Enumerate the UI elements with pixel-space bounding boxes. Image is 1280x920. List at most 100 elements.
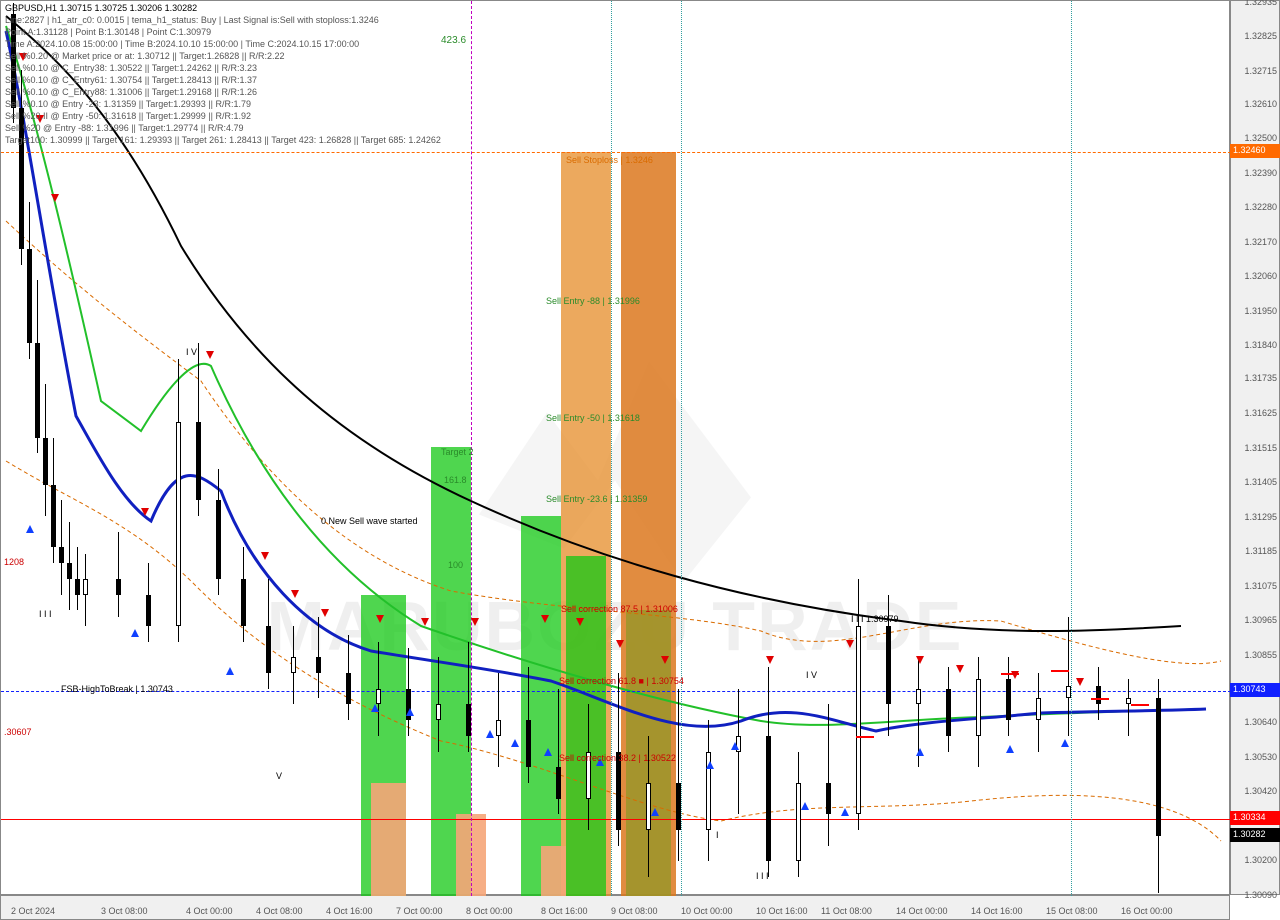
side-price-label: .30607 [4, 727, 32, 737]
y-tick: 1.30965 [1244, 615, 1277, 625]
y-tick: 1.30420 [1244, 786, 1277, 796]
y-tick: 1.31840 [1244, 340, 1277, 350]
h-level [1, 691, 1231, 692]
arrow-down-icon [471, 618, 479, 626]
candle-body [916, 689, 921, 705]
arrow-up-icon [26, 525, 34, 533]
info-line-1: Point A:1.31128 | Point B:1.30148 | Poin… [5, 27, 211, 37]
candle-body [83, 579, 88, 595]
candle-body [1096, 686, 1101, 705]
info-line-8: Sell %20.II @ Entry -50: 1.31618 || Targ… [5, 111, 251, 121]
y-tick: 1.31295 [1244, 512, 1277, 522]
y-tick: 1.32610 [1244, 99, 1277, 109]
chart-label: FSB-HighToBreak | 1.30743 [61, 684, 173, 694]
candle-body [146, 595, 151, 626]
chart-label: I I I [756, 871, 769, 881]
candle-body [646, 783, 651, 830]
arrow-up-icon [916, 748, 924, 756]
watermark-logo [435, 276, 795, 619]
candle-body [346, 673, 351, 704]
candle-body [1156, 698, 1161, 836]
price-tag: 1.30743 [1230, 683, 1280, 697]
y-tick: 1.31625 [1244, 408, 1277, 418]
red-mark [1131, 704, 1149, 706]
candle-body [496, 720, 501, 736]
arrow-down-icon [206, 351, 214, 359]
x-tick: 7 Oct 00:00 [396, 906, 443, 916]
x-axis: 2 Oct 20243 Oct 08:004 Oct 00:004 Oct 08… [0, 895, 1230, 920]
y-tick: 1.31515 [1244, 443, 1277, 453]
v-line [681, 1, 682, 896]
red-mark [856, 736, 874, 738]
arrow-down-icon [661, 656, 669, 664]
candle-body [43, 438, 48, 485]
x-tick: 11 Oct 08:00 [821, 906, 872, 916]
arrow-down-icon [376, 615, 384, 623]
arrow-up-icon [651, 808, 659, 816]
candle-wick [118, 532, 119, 617]
arrow-down-icon [51, 194, 59, 202]
x-tick: 10 Oct 16:00 [756, 906, 808, 916]
arrow-down-icon [291, 590, 299, 598]
zone-rect [371, 783, 406, 896]
arrow-down-icon [1011, 671, 1019, 679]
candle-wick [828, 704, 829, 845]
chart-label: I I I [39, 609, 52, 619]
y-tick: 1.30640 [1244, 717, 1277, 727]
candle-body [826, 783, 831, 814]
candle-body [27, 249, 32, 343]
chart-label: Target 2 [441, 447, 474, 457]
candle-body [976, 679, 981, 736]
y-tick: 1.31735 [1244, 373, 1277, 383]
arrow-up-icon [1061, 739, 1069, 747]
arrow-up-icon [406, 708, 414, 716]
candle-body [196, 422, 201, 501]
arrow-up-icon [511, 739, 519, 747]
candle-body [75, 579, 80, 595]
arrow-down-icon [261, 552, 269, 560]
arrow-up-icon [544, 748, 552, 756]
chart-label: Sell Entry -23.6 | 1.31359 [546, 494, 647, 504]
candle-body [766, 736, 771, 862]
chart-area[interactable]: MARUBOZU TRADE GBPUSD,H1 1.30715 1.30725… [0, 0, 1230, 895]
y-tick: 1.32500 [1244, 133, 1277, 143]
candle-body [556, 767, 561, 798]
zone-rect [521, 516, 561, 896]
y-tick: 1.30855 [1244, 650, 1277, 660]
candle-body [316, 657, 321, 673]
x-tick: 4 Oct 00:00 [186, 906, 233, 916]
arrow-down-icon [846, 640, 854, 648]
candle-body [291, 657, 296, 673]
arrow-down-icon [956, 665, 964, 673]
arrow-down-icon [916, 656, 924, 664]
arrow-up-icon [226, 667, 234, 675]
y-tick: 1.31950 [1244, 306, 1277, 316]
candle-body [676, 783, 681, 830]
candle-body [241, 579, 246, 626]
candle-body [35, 343, 40, 437]
candle-body [376, 689, 381, 705]
chart-label: 161.8 [444, 475, 467, 485]
candle-body [946, 689, 951, 736]
v-line [1071, 1, 1072, 896]
y-tick: 1.31405 [1244, 477, 1277, 487]
arrow-down-icon [141, 508, 149, 516]
info-line-3: Sell %0.20 @ Market price or at: 1.30712… [5, 51, 284, 61]
chart-label: Sell Entry -88 | 1.31996 [546, 296, 640, 306]
x-tick: 8 Oct 16:00 [541, 906, 588, 916]
arrow-down-icon [576, 618, 584, 626]
candle-body [436, 704, 441, 720]
chart-label: Sell correction 61.8 ■ | 1.30754 [559, 676, 684, 686]
info-line-0: Line:2827 | h1_atr_c0: 0.0015 | tema_h1_… [5, 15, 379, 25]
x-tick: 15 Oct 08:00 [1046, 906, 1098, 916]
candle-body [886, 626, 891, 705]
chart-label: Sell correction 38.2 | 1.30522 [559, 753, 676, 763]
candle-body [67, 563, 72, 579]
arrow-up-icon [841, 808, 849, 816]
price-tag: 1.30334 [1230, 811, 1280, 825]
info-line-5: Sell %0.10 @ C_Entry61: 1.30754 || Targe… [5, 75, 257, 85]
zone-rect [541, 846, 566, 896]
candle-body [856, 626, 861, 814]
y-tick: 1.32390 [1244, 168, 1277, 178]
candle-wick [1128, 679, 1129, 736]
